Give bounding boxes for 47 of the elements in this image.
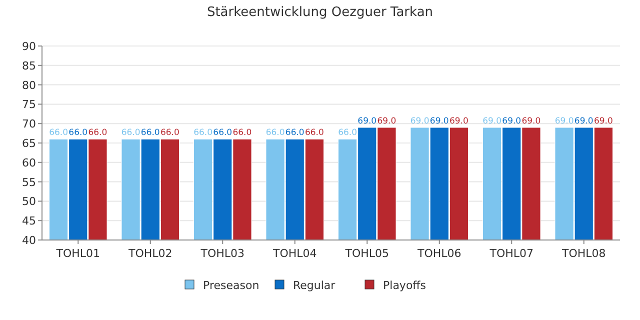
data-label: 66.0 [160,128,180,138]
y-tick-label: 80 [22,78,36,92]
data-label: 69.0 [377,116,396,126]
data-label: 69.0 [430,116,449,126]
legend-label: Regular [293,279,336,292]
data-label: 69.0 [554,116,574,126]
y-tick-label: 60 [22,156,36,170]
data-label: 66.0 [232,128,252,138]
data-label: 66.0 [140,128,160,138]
y-tick-label: 85 [22,59,36,72]
data-label: 69.0 [358,116,377,126]
data-label: 66.0 [121,128,140,138]
data-label: 66.0 [68,128,88,138]
data-label: 69.0 [450,116,468,126]
data-label: 69.0 [502,116,522,126]
y-tick-label: 75 [22,98,36,112]
data-label: 69.0 [482,116,502,126]
data-label: 69.0 [410,116,430,126]
y-tick-label: 65 [22,137,36,150]
x-tick-label: TOHL03 [200,247,245,260]
data-label: 66.0 [266,128,285,138]
data-label: 66.0 [285,128,304,138]
y-tick-label: 45 [22,214,36,228]
x-tick-label: TOHL06 [416,247,462,260]
y-tick-label: 90 [22,40,36,53]
data-label: 66.0 [194,128,212,138]
y-tick-label: 55 [22,176,36,189]
y-tick-label: 70 [22,118,36,131]
y-tick-label: 40 [22,234,36,247]
legend-label: Preseason [203,279,260,292]
y-tick-label: 50 [22,195,36,208]
x-tick-label: TOHL07 [488,247,534,260]
data-label: 66.0 [88,128,108,138]
x-tick-label: TOHL05 [344,247,390,260]
data-label: 69.0 [574,116,594,126]
data-label: 66.0 [338,128,357,138]
data-label: 69.0 [522,116,541,126]
data-label: 69.0 [594,116,613,126]
x-tick-label: TOHL01 [55,247,100,260]
legend-label: Playoffs [383,279,426,292]
data-label: 66.0 [49,128,68,138]
x-tick-label: TOHL08 [560,247,606,260]
data-label: 66.0 [305,128,324,138]
x-tick-label: TOHL02 [127,247,172,260]
x-tick-label: TOHL04 [272,247,317,260]
chart-title: Stärkeentwicklung Oezguer Tarkan [206,5,434,20]
data-label: 66.0 [213,128,232,138]
